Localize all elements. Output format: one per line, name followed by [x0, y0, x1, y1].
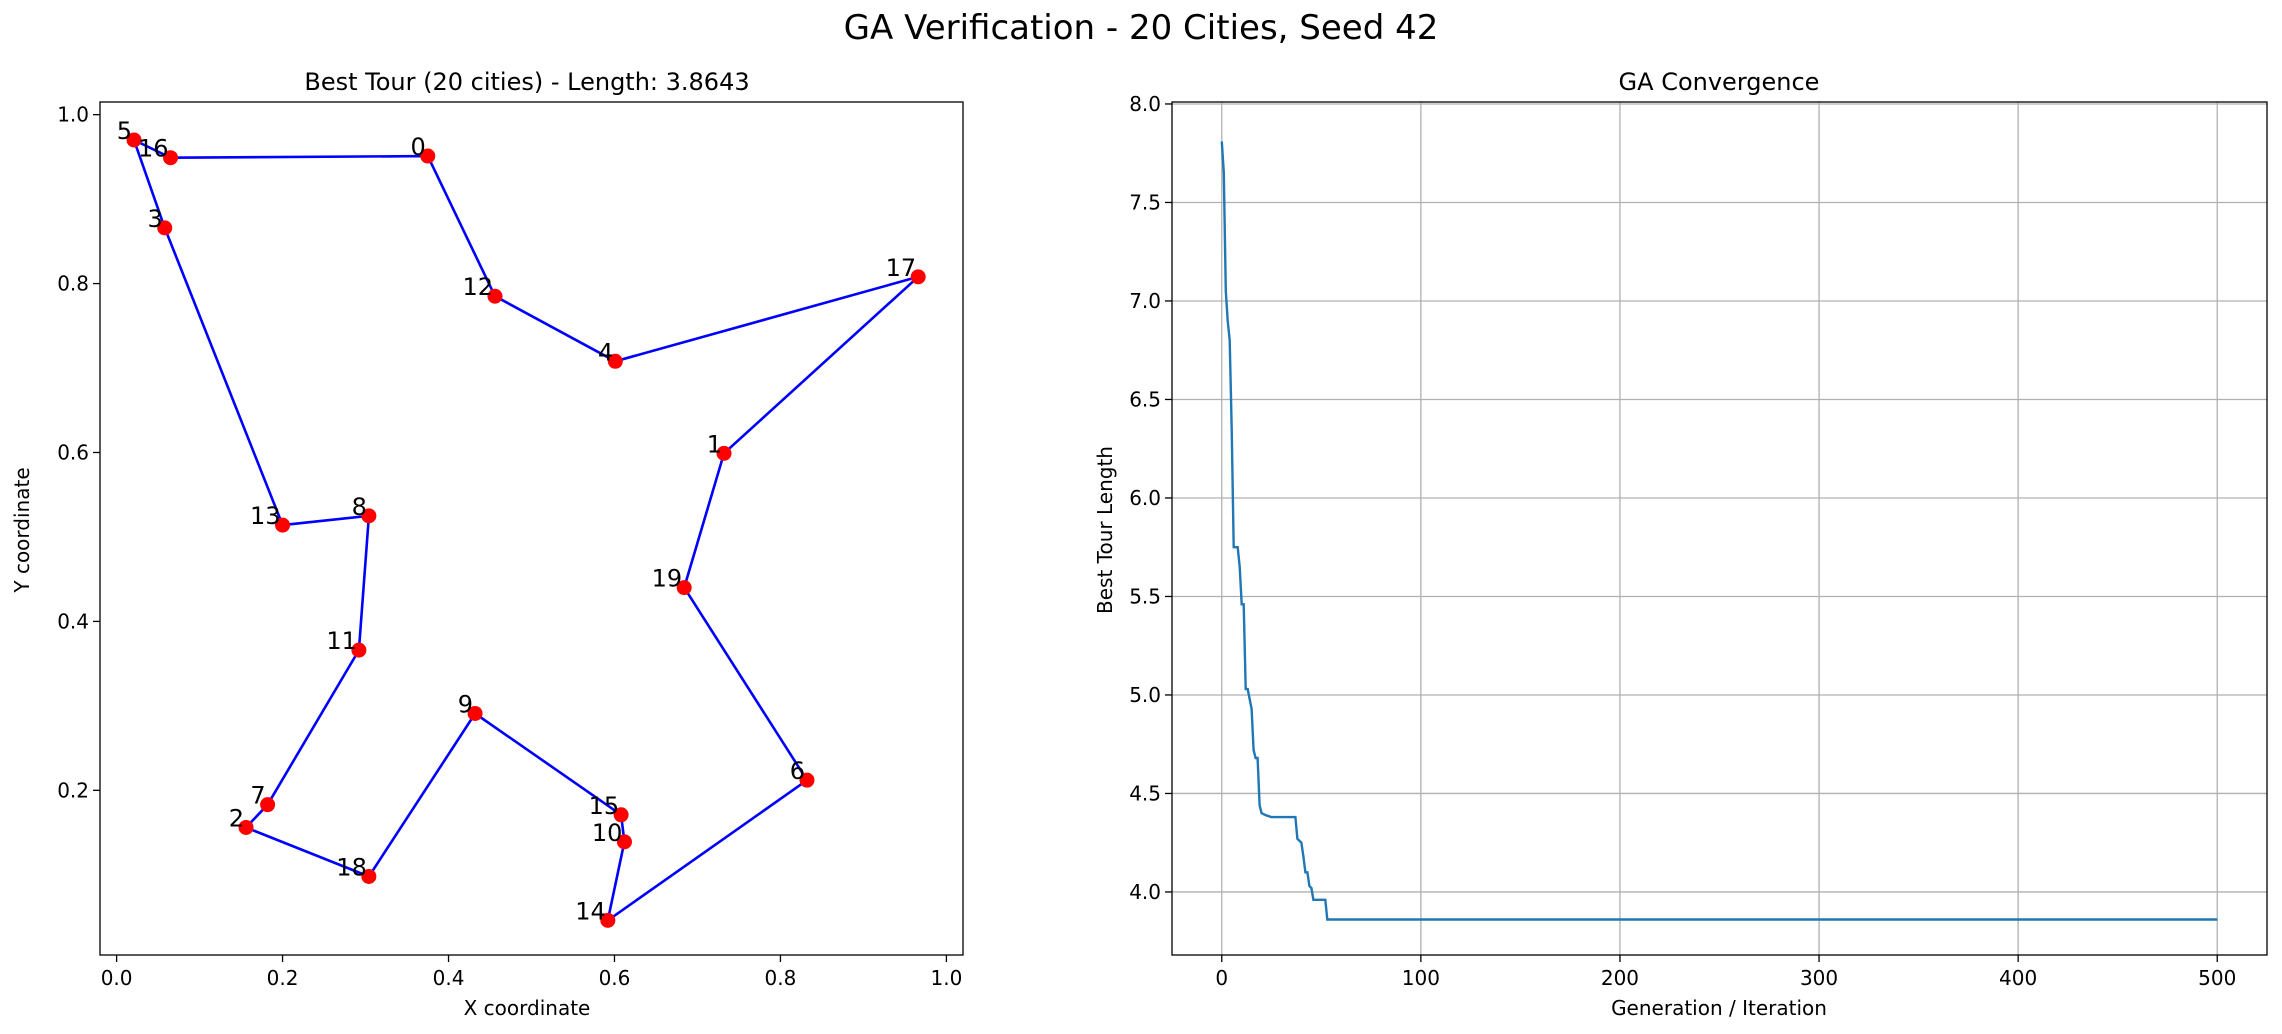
y-tick-label: 6.0	[1129, 486, 1161, 510]
convergence-grid	[1172, 102, 2267, 955]
y-tick-label: 7.5	[1129, 190, 1161, 214]
city-point	[238, 819, 254, 835]
city-point	[910, 269, 926, 285]
convergence-plot-title: GA Convergence	[1619, 68, 1820, 96]
x-tick-label: 0.0	[101, 966, 133, 990]
city-label: 15	[589, 792, 620, 820]
x-tick-label: 0.2	[267, 966, 299, 990]
y-tick-label: 0.8	[57, 272, 89, 296]
city-point	[157, 220, 173, 236]
city-label: 10	[592, 819, 623, 847]
tour-plot: Best Tour (20 cities) - Length: 3.8643 0…	[10, 68, 964, 1020]
city-label: 19	[652, 565, 683, 593]
city-label: 7	[250, 782, 265, 810]
city-point	[600, 912, 616, 928]
city-label: 17	[886, 254, 917, 282]
city-label: 13	[250, 502, 281, 530]
city-label: 3	[147, 205, 162, 233]
y-tick-label: 0.4	[57, 609, 89, 633]
y-tick-label: 4.5	[1129, 781, 1161, 805]
city-point	[361, 868, 377, 884]
x-tick-label: 300	[1800, 966, 1838, 990]
city-point	[716, 445, 732, 461]
x-tick-label: 100	[1402, 966, 1440, 990]
x-tick-label: 1.0	[930, 966, 962, 990]
city-label: 2	[229, 804, 244, 832]
y-tick-label: 1.0	[57, 103, 89, 127]
x-tick-label: 400	[1999, 966, 2037, 990]
city-point	[361, 508, 377, 524]
y-tick-label: 7.0	[1129, 289, 1161, 313]
convergence-ticks: 0 100 200 300 400 500 4.0 4.5 5.0 5.5 6.0 6.5 7.0 7.5…	[1129, 92, 2236, 990]
city-label: 11	[326, 627, 357, 655]
convergence-line	[1220, 141, 2218, 921]
x-tick-label: 500	[2198, 966, 2236, 990]
convergence-xlabel: Generation / Iteration	[1611, 996, 1827, 1020]
city-point	[260, 797, 276, 813]
city-point	[467, 705, 483, 721]
city-point	[126, 132, 142, 148]
y-tick-label: 5.5	[1129, 584, 1161, 608]
x-tick-label: 200	[1601, 966, 1639, 990]
city-point	[163, 150, 179, 166]
city-label: 0	[410, 133, 425, 161]
x-tick-label: 0.6	[599, 966, 631, 990]
city-point	[676, 580, 692, 596]
x-tick-label: 0.4	[433, 966, 465, 990]
figure-title: GA Verification - 20 Cities, Seed 42	[843, 8, 1439, 48]
city-point	[351, 642, 367, 658]
city-label: 1	[707, 430, 722, 458]
y-tick-label: 8.0	[1129, 92, 1161, 116]
city-point	[616, 834, 632, 850]
city-label: 12	[462, 273, 493, 301]
y-tick-label: 6.5	[1129, 387, 1161, 411]
x-tick-label: 0.8	[765, 966, 797, 990]
city-label: 14	[575, 897, 606, 925]
city-points	[126, 132, 926, 928]
convergence-plot-frame	[1171, 101, 2268, 956]
city-label: 4	[598, 338, 613, 366]
tour-plot-ticks: 0.0 0.2 0.4 0.6 0.8 1.0 0.2 0.4 0.6 0.8 1.0	[57, 103, 962, 990]
city-point	[487, 288, 503, 304]
tour-plot-xlabel: X coordinate	[464, 996, 591, 1020]
tour-plot-ylabel: Y coordinate	[10, 467, 34, 593]
y-tick-label: 0.6	[57, 440, 89, 464]
x-tick-label: 0	[1215, 966, 1228, 990]
city-point	[420, 148, 436, 164]
city-label: 6	[790, 757, 805, 785]
y-tick-label: 0.2	[57, 778, 89, 802]
convergence-plot: GA Convergence 0 100 200 300 400 500 4.0 4.5 5.0…	[1093, 68, 2268, 1020]
convergence-ylabel: Best Tour Length	[1093, 446, 1117, 614]
y-tick-label: 4.0	[1129, 880, 1161, 904]
city-point	[613, 807, 629, 823]
tour-plot-frame	[99, 101, 964, 956]
city-label: 9	[458, 690, 473, 718]
city-label: 8	[352, 493, 367, 521]
city-point	[799, 772, 815, 788]
y-tick-label: 5.0	[1129, 683, 1161, 707]
city-label: 16	[138, 135, 169, 163]
city-point	[275, 517, 291, 533]
tour-plot-title: Best Tour (20 cities) - Length: 3.8643	[304, 68, 749, 96]
city-label: 18	[336, 853, 367, 881]
city-point	[607, 353, 623, 369]
city-label: 5	[117, 117, 132, 145]
